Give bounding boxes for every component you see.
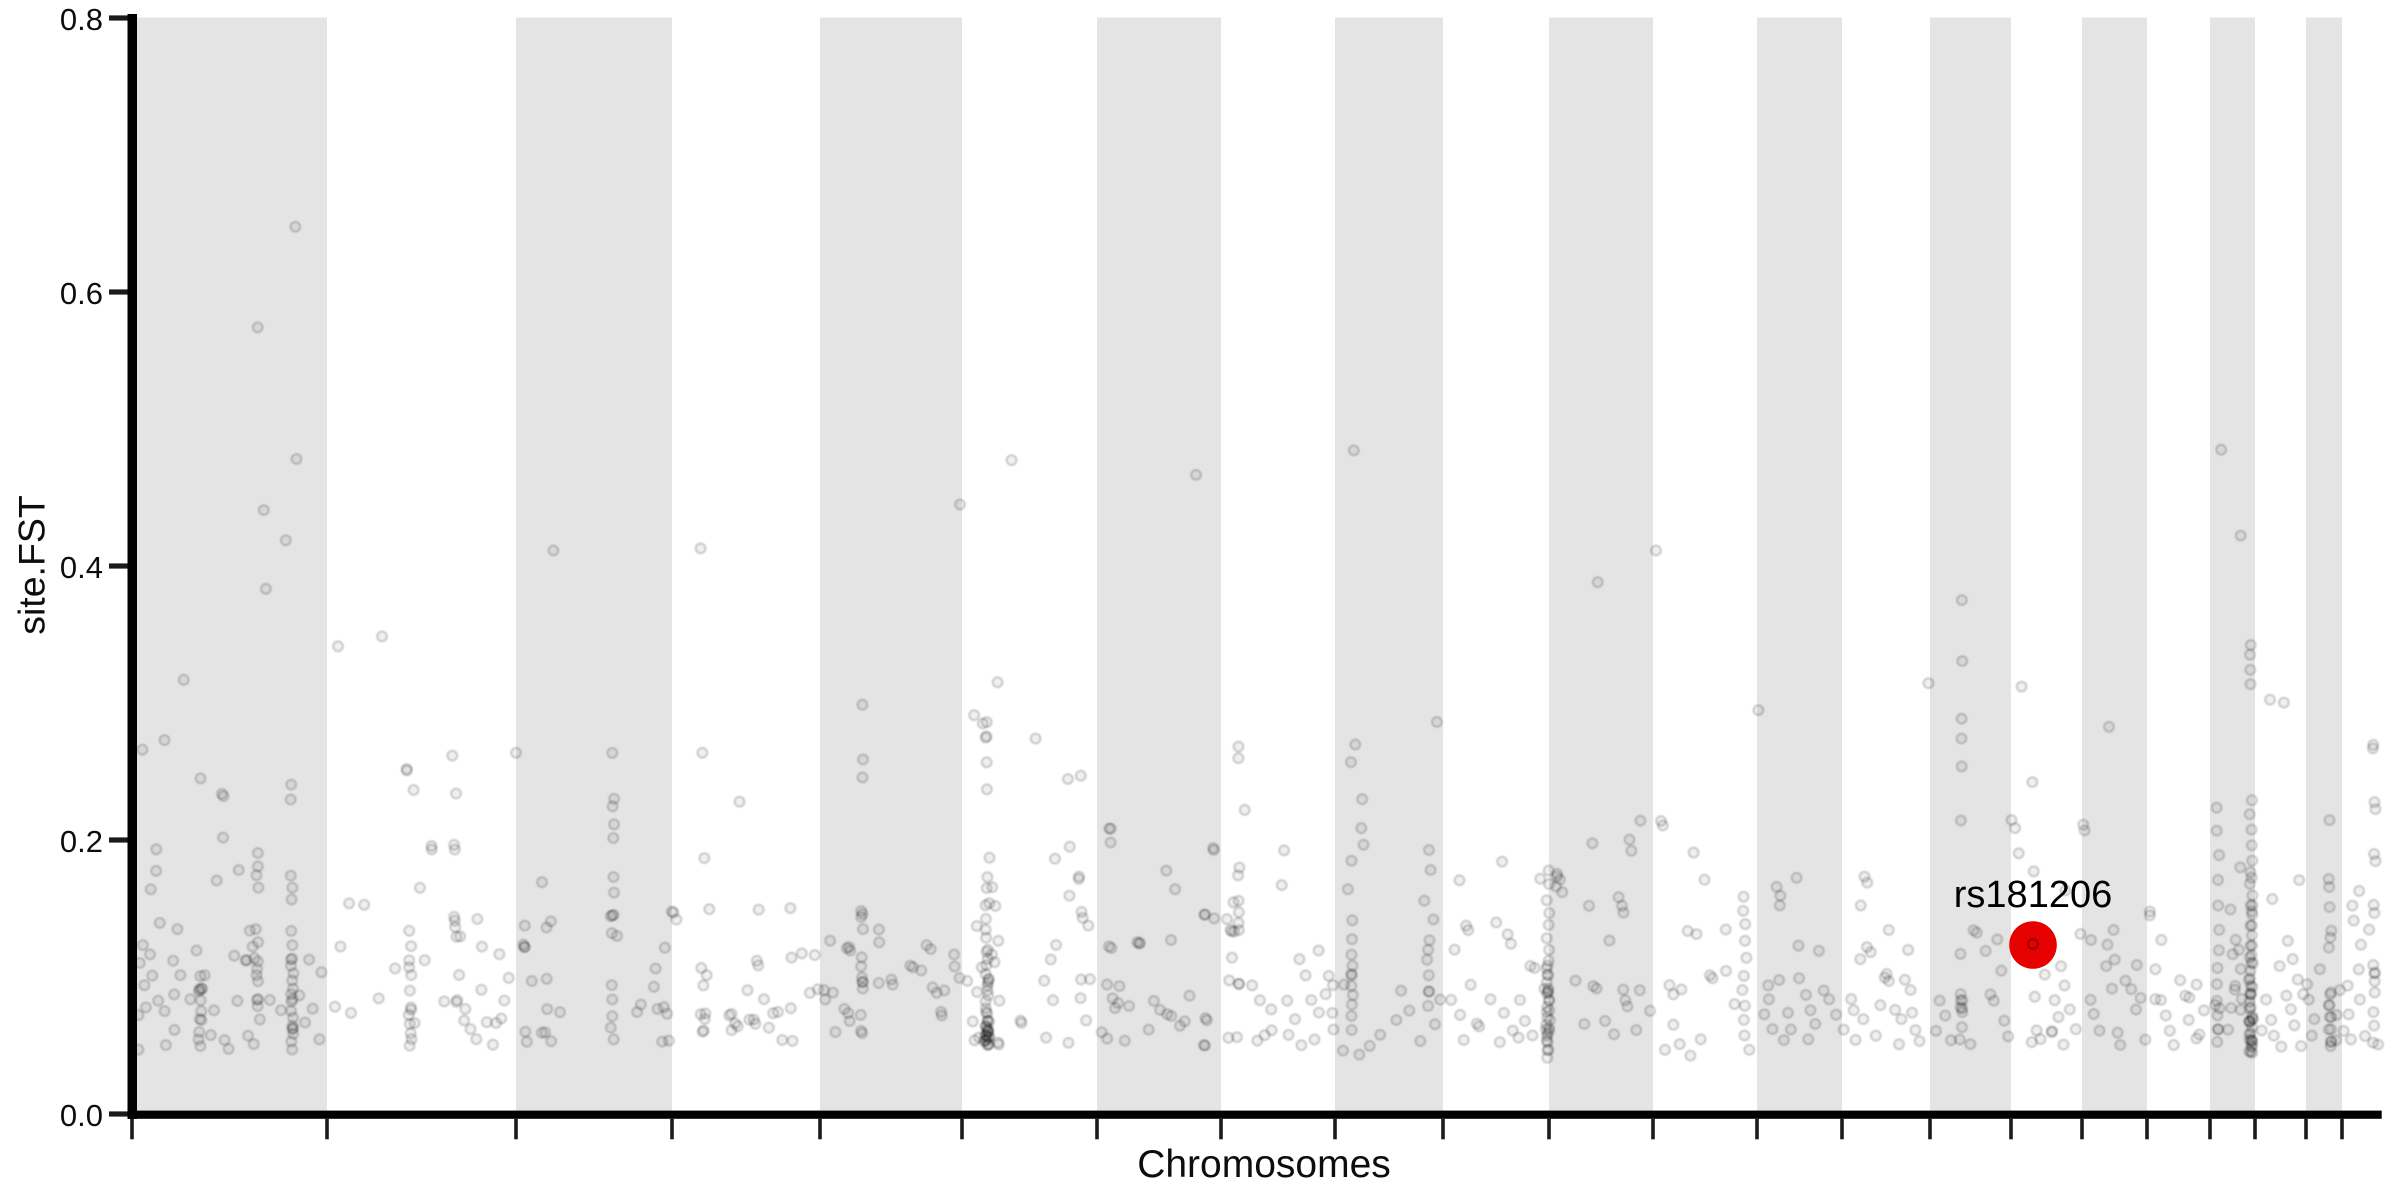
svg-text:0.0: 0.0 <box>60 1098 103 1133</box>
svg-text:0.4: 0.4 <box>60 550 103 585</box>
svg-text:Chromosomes: Chromosomes <box>1137 1143 1391 1186</box>
svg-text:0.2: 0.2 <box>60 824 103 859</box>
svg-text:rs181206: rs181206 <box>1954 874 2112 916</box>
svg-text:0.8: 0.8 <box>60 2 103 37</box>
svg-text:site.FST: site.FST <box>11 495 53 635</box>
svg-text:0.6: 0.6 <box>60 276 103 311</box>
